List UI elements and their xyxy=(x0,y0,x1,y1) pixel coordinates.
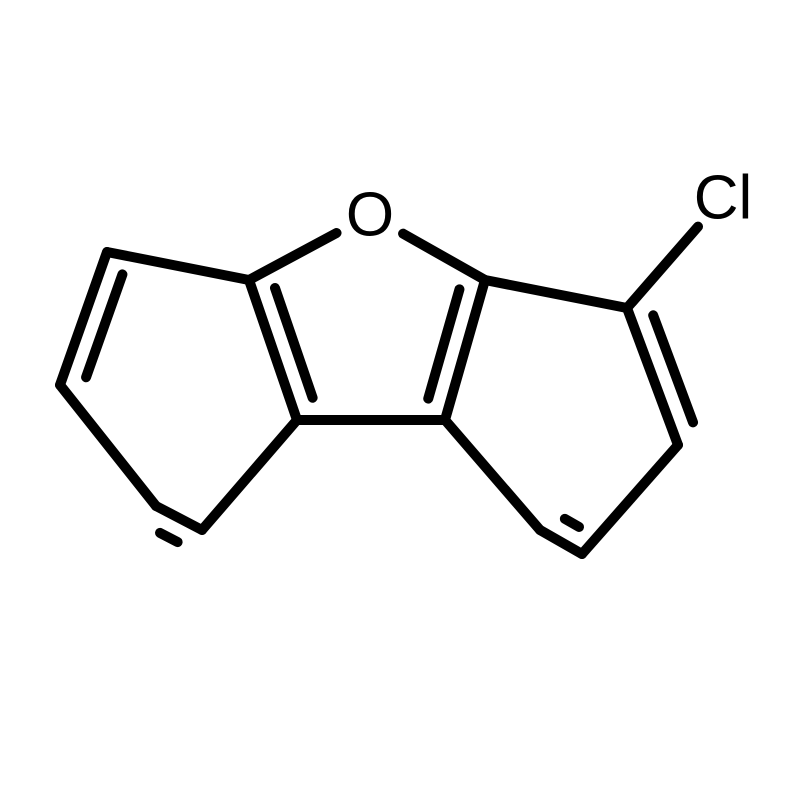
molecule-diagram: O Cl xyxy=(0,0,800,800)
atom-label-cl: Cl xyxy=(694,164,753,233)
atom-label-o: O xyxy=(346,181,394,250)
